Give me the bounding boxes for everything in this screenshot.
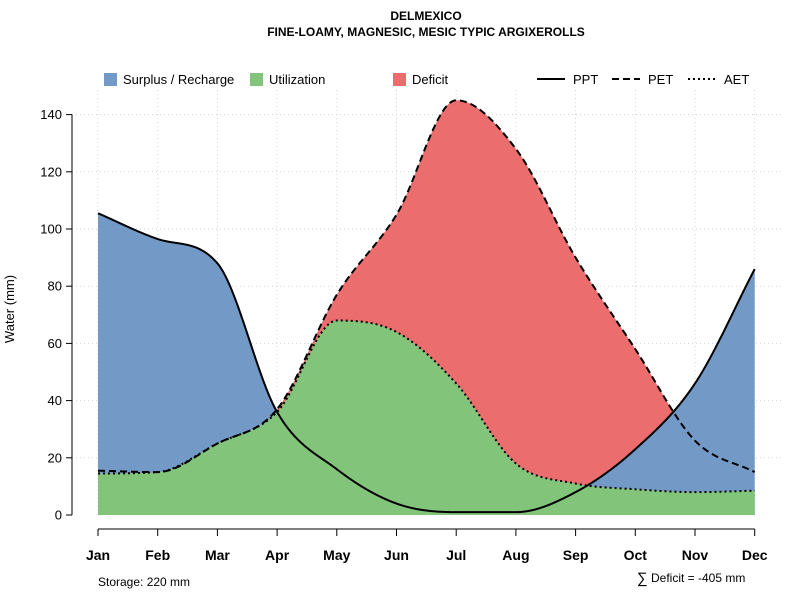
y-tick-label: 120	[40, 164, 62, 179]
x-tick-label-jul: Jul	[446, 547, 466, 563]
x-tick-label-may: May	[323, 547, 350, 563]
legend-swatch-2	[250, 73, 263, 86]
x-tick-label-nov: Nov	[682, 547, 709, 563]
legend-swatch-3	[393, 73, 406, 86]
legend-label-3: Deficit	[412, 72, 449, 87]
deficit-note: Deficit = -405 mm	[651, 571, 745, 585]
y-tick-label: 0	[55, 508, 62, 523]
storage-note: Storage: 220 mm	[98, 575, 190, 589]
x-tick-label-dec: Dec	[742, 547, 768, 563]
x-tick-label-aug: Aug	[502, 547, 529, 563]
area-utilization	[98, 320, 755, 515]
x-tick-label-mar: Mar	[205, 547, 230, 563]
y-tick-label: 40	[48, 393, 62, 408]
chart-subtitle: FINE-LOAMY, MAGNESIC, MESIC TYPIC ARGIXE…	[267, 25, 585, 39]
y-tick-label: 20	[48, 450, 62, 465]
line-aet	[97, 319, 755, 494]
legend-swatch-1	[104, 73, 117, 86]
axes: 0 20 40 60 80 100 120 140 Jan Feb Mar Apr May Jun Jul A…	[40, 107, 767, 563]
line-ppt	[97, 212, 756, 514]
chart-title: DELMEXICO	[390, 9, 461, 23]
area-deficit	[98, 100, 755, 513]
legend-line-label-ppt: PPT	[573, 72, 598, 87]
x-tick-label-sep: Sep	[563, 547, 589, 563]
y-axis-label: Water (mm)	[2, 275, 17, 343]
series-lines	[97, 99, 756, 514]
legend-label-2: Utilization	[269, 72, 325, 87]
deficit-sum-icon: ∑	[637, 570, 648, 587]
x-tick-label-oct: Oct	[624, 547, 648, 563]
x-tick-label-apr: Apr	[265, 547, 290, 563]
x-tick-label-jan: Jan	[86, 547, 110, 563]
y-tick-label: 140	[40, 107, 62, 122]
legend-label-1: Surplus / Recharge	[123, 72, 234, 87]
legend-line-label-pet: PET	[648, 72, 673, 87]
x-tick-label-jun: Jun	[384, 547, 409, 563]
y-tick-label: 80	[48, 279, 62, 294]
x-tick-label-feb: Feb	[145, 547, 170, 563]
water-balance-areas	[98, 100, 755, 516]
line-pet	[97, 99, 756, 474]
y-tick-label: 60	[48, 336, 62, 351]
y-tick-label: 100	[40, 222, 62, 237]
legend-line-label-aet: AET	[724, 72, 749, 87]
legend: Surplus / Recharge Utilization Deficit PPT P…	[104, 72, 749, 87]
